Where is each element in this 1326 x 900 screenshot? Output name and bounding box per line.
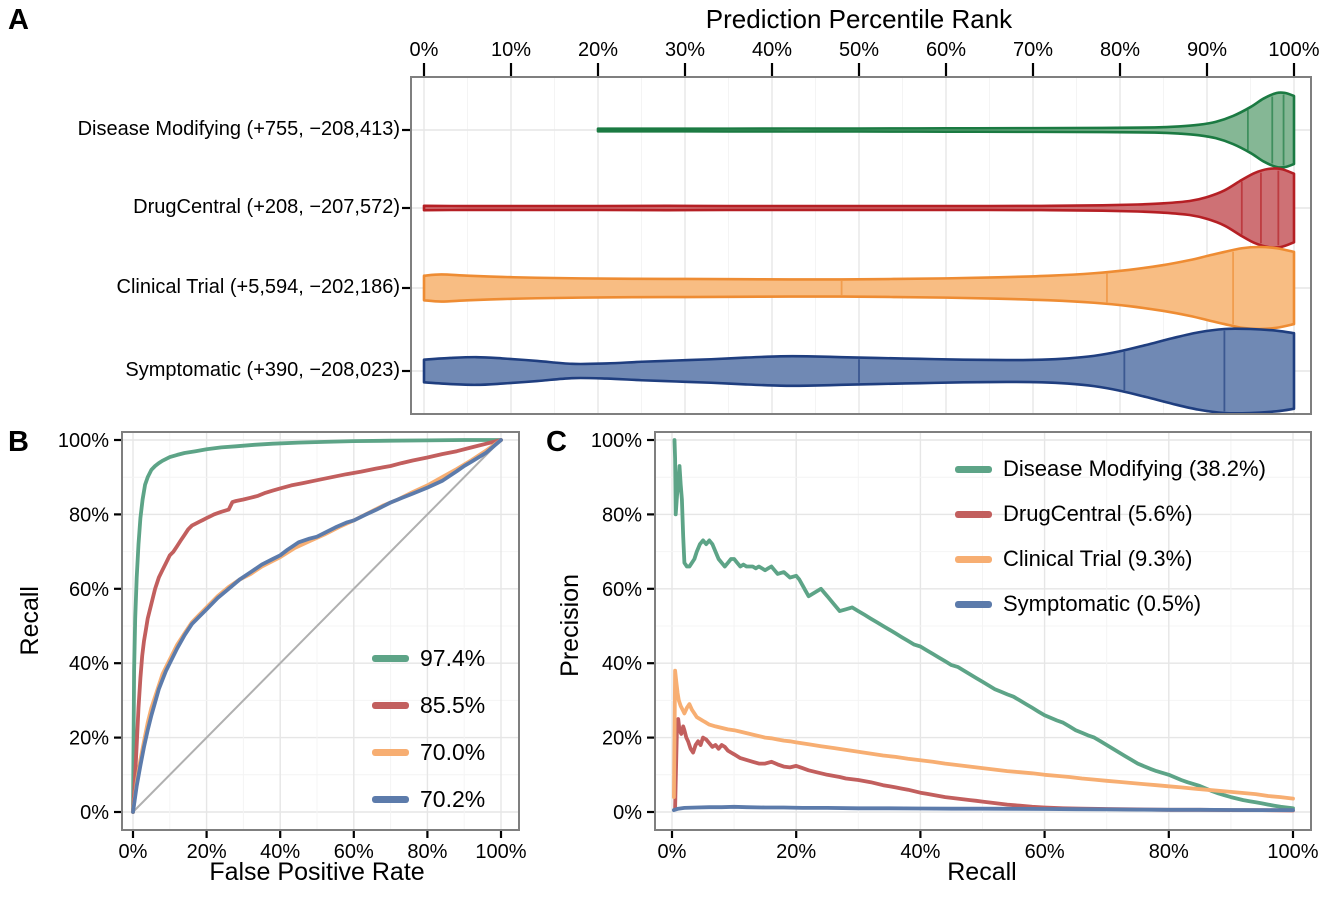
legend-label: 70.2% bbox=[420, 786, 486, 812]
legend-label: Clinical Trial (9.3%) bbox=[1003, 546, 1193, 571]
axis-tick-label: 60% bbox=[926, 39, 966, 61]
axis-tick-label: 80% bbox=[602, 504, 642, 526]
legend-swatch-blue bbox=[955, 600, 992, 608]
axis-tick-label: 60% bbox=[602, 579, 642, 601]
curve-drugcentral bbox=[673, 717, 1295, 813]
legend-swatch-blue bbox=[372, 796, 409, 803]
axis-tick-label: 100% bbox=[591, 430, 642, 452]
violin-category-label-disease-modifying: Disease Modifying (+755, −208,413) bbox=[77, 118, 400, 140]
axis-tick-label: 0% bbox=[119, 841, 148, 863]
violin-drugcentral bbox=[422, 167, 1296, 249]
panel-a-axis-title: Prediction Percentile Rank bbox=[705, 4, 1013, 34]
legend-item-drugcentral-auroc: 85.5% bbox=[372, 692, 485, 719]
violin-category-label-symptomatic: Symptomatic (+390, −208,023) bbox=[125, 359, 400, 381]
violin-category-label-clinical-trial: Clinical Trial (+5,594, −202,186) bbox=[116, 276, 401, 298]
axis-tick-label: 20% bbox=[776, 841, 816, 863]
violin-category-label-drugcentral: DrugCentral (+208, −207,572) bbox=[133, 196, 400, 218]
legend-label: DrugCentral (5.6%) bbox=[1003, 501, 1193, 526]
panel-c-x-axis-title: Recall bbox=[947, 858, 1017, 886]
legend-label: 85.5% bbox=[420, 692, 486, 718]
legend-swatch-green bbox=[955, 465, 992, 473]
axis-tick-label: 100% bbox=[1268, 39, 1319, 61]
axis-tick-label: 50% bbox=[839, 39, 879, 61]
axis-tick-label: 20% bbox=[578, 39, 618, 61]
axis-tick-label: 80% bbox=[1100, 39, 1140, 61]
legend-swatch-red bbox=[372, 702, 409, 709]
axis-tick-label: 100% bbox=[475, 841, 526, 863]
panel-a-grid bbox=[411, 77, 1311, 414]
legend-item-disease-modifying: Disease Modifying (38.2%) bbox=[955, 455, 1266, 483]
axis-tick-label: 60% bbox=[69, 579, 109, 601]
legend-item-disease-modifying-auroc: 97.4% bbox=[372, 645, 485, 672]
legend-item-clinical-trial-auroc: 70.0% bbox=[372, 739, 485, 766]
legend-item-clinical-trial: Clinical Trial (9.3%) bbox=[955, 545, 1266, 573]
legend-label: Disease Modifying (38.2%) bbox=[1003, 456, 1266, 481]
curve-symptomatic bbox=[672, 804, 1295, 812]
axis-tick-label: 0% bbox=[80, 802, 109, 824]
violin-disease bbox=[596, 91, 1296, 169]
axis-tick-label: 0% bbox=[613, 802, 642, 824]
legend-label: 70.0% bbox=[420, 739, 486, 765]
panel-a-letter: A bbox=[8, 4, 29, 36]
axis-tick-label: 40% bbox=[602, 653, 642, 675]
axis-tick-label: 70% bbox=[1013, 39, 1053, 61]
violins bbox=[422, 91, 1296, 414]
panel-c-y-axis-title: Precision bbox=[556, 574, 584, 677]
axis-tick-label: 80% bbox=[69, 504, 109, 526]
axis-tick-label: 20% bbox=[69, 728, 109, 750]
legend-item-symptomatic-auroc: 70.2% bbox=[372, 786, 485, 813]
axis-tick-label: 40% bbox=[752, 39, 792, 61]
axis-tick-label: 0% bbox=[410, 39, 439, 61]
legend-swatch-green bbox=[372, 655, 409, 662]
axis-tick-label: 10% bbox=[491, 39, 531, 61]
axis-tick-label: 30% bbox=[665, 39, 705, 61]
legend-swatch-red bbox=[955, 510, 992, 518]
violin-symptomatic bbox=[422, 327, 1296, 414]
panel-b-legend: 97.4% 85.5% 70.0% 70.2% bbox=[372, 645, 485, 813]
axis-tick-label: 100% bbox=[58, 430, 109, 452]
axis-tick-label: 90% bbox=[1187, 39, 1227, 61]
panel-b-y-axis-title: Recall bbox=[16, 586, 44, 656]
legend-item-symptomatic: Symptomatic (0.5%) bbox=[955, 590, 1266, 618]
axis-tick-label: 0% bbox=[658, 841, 687, 863]
legend-item-drugcentral: DrugCentral (5.6%) bbox=[955, 500, 1266, 528]
legend-label: Symptomatic (0.5%) bbox=[1003, 591, 1202, 616]
panel-c-legend: Disease Modifying (38.2%) DrugCentral (5… bbox=[955, 455, 1266, 618]
legend-swatch-orange bbox=[372, 749, 409, 756]
axis-tick-label: 20% bbox=[602, 728, 642, 750]
panel-a-border bbox=[410, 76, 1312, 415]
curve-clinical-trial bbox=[672, 668, 1295, 801]
axis-tick-label: 40% bbox=[69, 653, 109, 675]
violin-clinical bbox=[422, 245, 1296, 331]
axis-tick-label: 100% bbox=[1267, 841, 1318, 863]
legend-swatch-orange bbox=[955, 555, 992, 563]
legend-label: 97.4% bbox=[420, 645, 486, 671]
panel-b-x-axis-title: False Positive Rate bbox=[209, 858, 425, 886]
axis-tick-label: 80% bbox=[1149, 841, 1189, 863]
panel-c-letter: C bbox=[546, 426, 567, 458]
panel-b-letter: B bbox=[8, 426, 29, 458]
